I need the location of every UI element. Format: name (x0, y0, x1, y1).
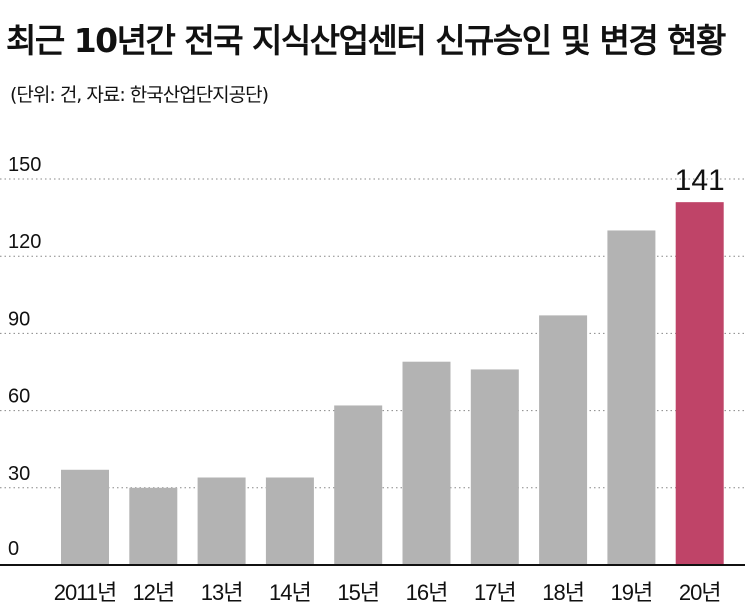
x-tick-label: 17년 (474, 580, 516, 605)
bar (265, 477, 314, 565)
chart-title-main: 최근 10년간 전국 지식산업센터 신규승인 및 변경 현황 (6, 21, 726, 60)
y-tick-label: 0 (8, 538, 19, 560)
bar (197, 477, 246, 565)
bar (607, 230, 656, 565)
x-tick-label: 14년 (269, 580, 311, 605)
bar (334, 405, 383, 565)
x-tick-label: 12년 (132, 580, 174, 605)
y-tick-label: 150 (8, 154, 41, 176)
x-tick-label: 20년 (679, 580, 721, 605)
x-tick-label: 19년 (611, 580, 653, 605)
bar (675, 202, 724, 565)
x-tick-label: 2011년 (54, 580, 117, 605)
x-tick-label: 13년 (201, 580, 243, 605)
bar (129, 487, 178, 565)
y-tick-label: 30 (8, 463, 30, 485)
x-tick-label: 16년 (406, 580, 448, 605)
bar (470, 369, 519, 565)
x-tick-label: 18년 (542, 580, 584, 605)
chart-title: 최근 10년간 전국 지식산업센터 신규승인 및 변경 현황 (단위: 건, 자료… (6, 16, 741, 120)
chart-subtitle: (단위: 건, 자료: 한국산업단지공단) (10, 84, 269, 106)
y-tick-label: 60 (8, 386, 30, 408)
bar (539, 315, 588, 565)
data-label: 141 (675, 164, 725, 197)
y-tick-label: 120 (8, 231, 41, 253)
bar (61, 469, 109, 565)
y-tick-label: 90 (8, 308, 30, 330)
x-tick-label: 15년 (337, 580, 379, 605)
bar (402, 361, 451, 565)
